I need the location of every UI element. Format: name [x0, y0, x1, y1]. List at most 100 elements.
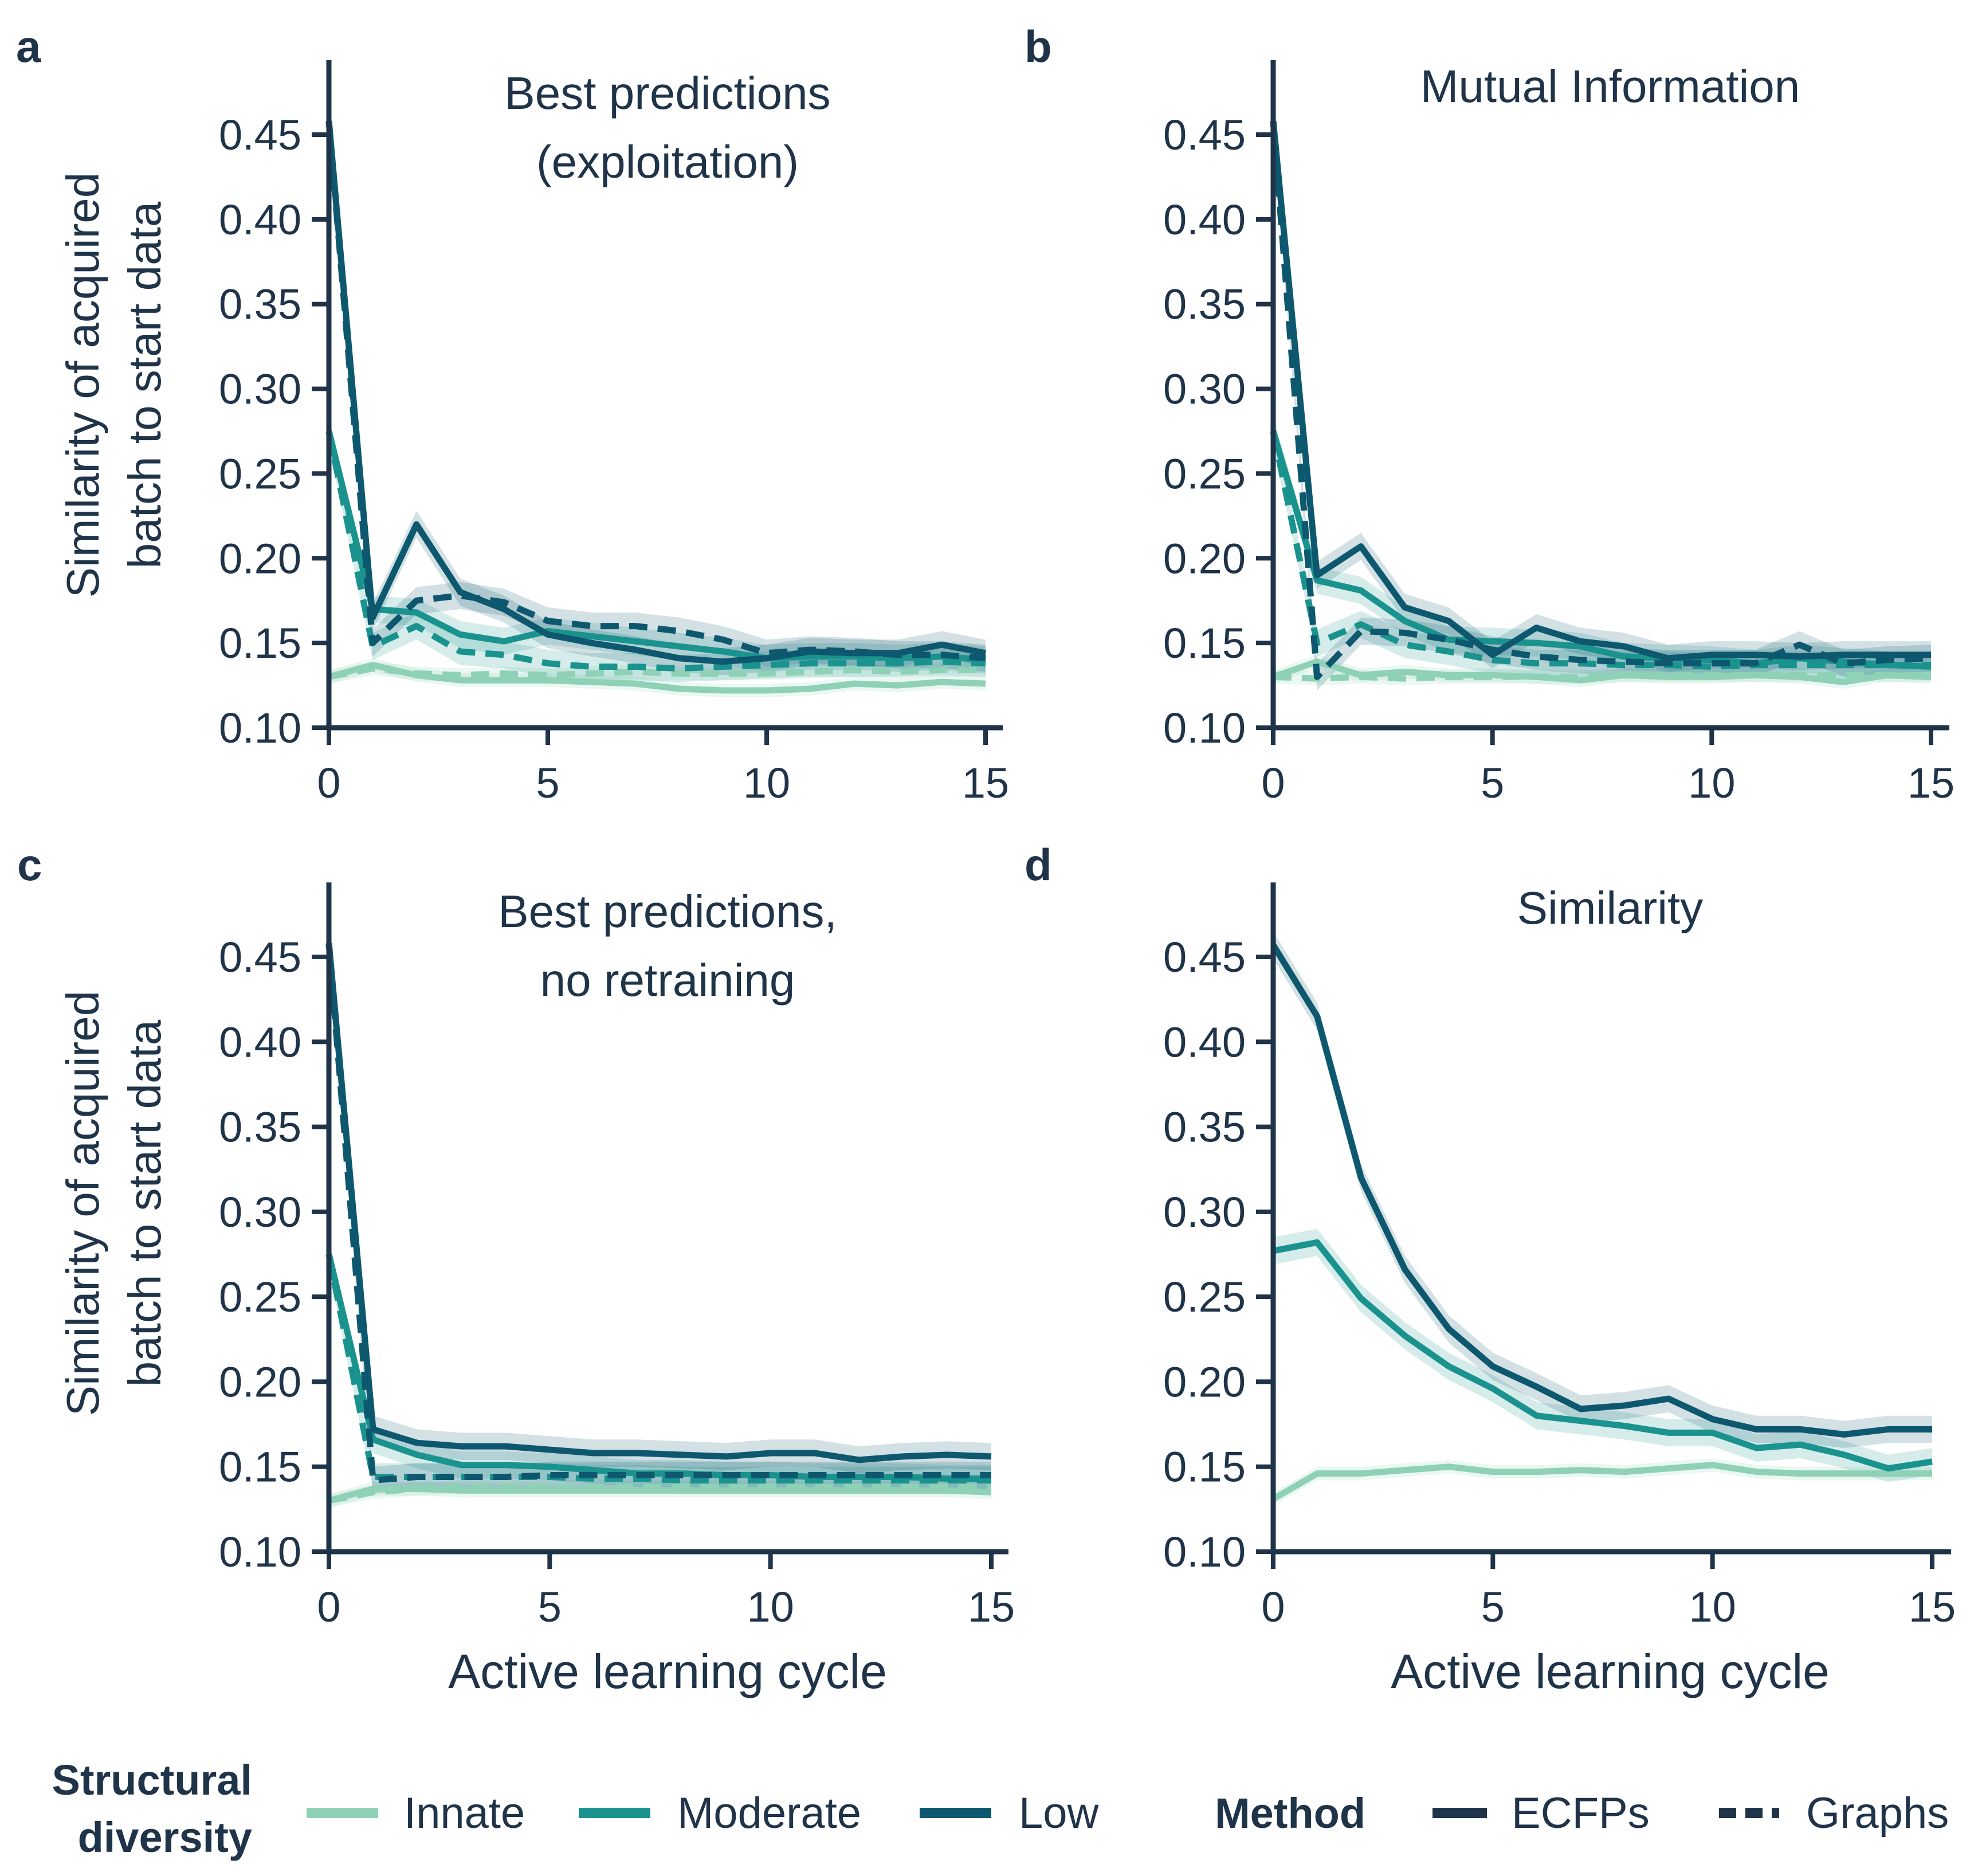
panel-a-xtick-label-0: 0 — [317, 759, 340, 807]
panel-b-plot: 0.10 0.15 0.20 0.25 0.30 0.35 0.40 0.45 0 5 10 15 — [1163, 60, 1954, 807]
legend-label-ecfps: ECFPs — [1512, 1789, 1650, 1838]
panel-d-ytick-label-6: 0.40 — [1163, 1018, 1246, 1066]
panel-a-band-low-graphs — [329, 107, 986, 672]
panel-c-xtick-label-2: 10 — [747, 1583, 794, 1631]
panel-b-title-line-1: Mutual Information — [1420, 61, 1800, 112]
panel-c-title-line-1: Best predictions, — [498, 886, 837, 937]
panel-c-xtick-label-1: 5 — [538, 1583, 562, 1631]
panel-a-line-innate-ecfps — [328, 662, 986, 694]
panel-a-ytick-label-6: 0.40 — [219, 196, 301, 244]
panel-d-band-low-ecfps — [1273, 931, 1932, 1449]
panel-d-line-moderate-ecfps — [1272, 1239, 1933, 1472]
panel-c-ytick-label-0: 0.10 — [219, 1528, 301, 1576]
panel-c-ytick-label-6: 0.40 — [219, 1018, 301, 1066]
panel-a-xtick-label-3: 15 — [962, 759, 1009, 807]
panel-c-xtick-label-0: 0 — [317, 1583, 340, 1631]
panel-a-line-moderate-ecfps — [325, 430, 986, 664]
panel-a-ytick-label-7: 0.45 — [219, 111, 301, 159]
panel-c-ytick-label-3: 0.25 — [219, 1273, 301, 1321]
panel-b-line-moderate-ecfps — [1270, 430, 1932, 670]
panel-c-ytick-label-1: 0.15 — [219, 1443, 301, 1491]
panel-c-ytick-label-4: 0.30 — [219, 1188, 301, 1236]
panel-b-line-innate-ecfps — [1272, 658, 1932, 685]
panel-d-ytick-label-7: 0.45 — [1163, 933, 1246, 981]
panel-d-line-innate-ecfps — [1271, 1462, 1932, 1502]
panel-c-ylabel-line-1: Similarity of acquired — [57, 991, 108, 1416]
panel-b-ytick-label-7: 0.45 — [1163, 111, 1246, 159]
panel-b-line-low-ecfps — [1270, 120, 1931, 662]
panel-a-ytick-label-3: 0.25 — [219, 450, 301, 497]
panel-b: b Mutual Information 0.10 0.15 0.20 0.25 0.3… — [1025, 21, 1954, 807]
panel-d-xtick-label-2: 10 — [1689, 1583, 1736, 1631]
panel-c-xlabel: Active learning cycle — [448, 1645, 887, 1698]
panel-c-ytick-label-5: 0.35 — [219, 1104, 301, 1151]
panel-c-ytick-label-2: 0.20 — [219, 1358, 301, 1406]
panel-c-band-low-ecfps — [329, 929, 991, 1474]
panel-b-band-innate-ecfps — [1273, 654, 1931, 689]
panel-d-xtick-label-0: 0 — [1261, 1583, 1285, 1631]
panel-c-ylabel-line-2: batch to start data — [119, 1019, 170, 1387]
legend: Structural diversity Innate Moderate Low… — [52, 1756, 1949, 1861]
panel-b-xtick-label-3: 15 — [1908, 759, 1954, 807]
panel-a: a Best predictions (exploitation) Simila… — [16, 21, 1009, 807]
panel-a-ytick-label-0: 0.10 — [219, 704, 301, 752]
panel-d-line-low-ecfps — [1270, 943, 1932, 1438]
panel-d-title-line-1: Similarity — [1517, 882, 1703, 933]
panel-d-ytick-label-5: 0.35 — [1163, 1104, 1246, 1151]
panel-c-band-moderate-ecfps — [329, 1241, 991, 1493]
panel-c-ytick-label-7: 0.45 — [219, 933, 301, 981]
panel-label-c: c — [17, 839, 42, 890]
panel-a-ytick-label-5: 0.35 — [219, 281, 301, 328]
panel-b-xtick-label-0: 0 — [1261, 759, 1285, 807]
legend-method-title: Method — [1215, 1789, 1365, 1837]
panel-d: d Similarity Active learning cycle 0.100… — [1025, 839, 1956, 1698]
panel-c: c Best predictions, no retraining Simila… — [17, 839, 1015, 1698]
legend-diversity-title-line-2: diversity — [78, 1814, 252, 1861]
panel-b-ytick-label-2: 0.20 — [1163, 535, 1246, 582]
panel-a-line-low-ecfps — [325, 120, 987, 665]
panel-d-band-moderate-ecfps — [1273, 1229, 1932, 1482]
panel-a-title-line-2: (exploitation) — [536, 136, 799, 187]
panel-c-xtick-label-3: 15 — [968, 1583, 1015, 1631]
panel-label-a: a — [16, 21, 41, 72]
panel-c-line-innate-graphs — [328, 1483, 991, 1504]
panel-a-line-moderate-graphs — [325, 430, 986, 672]
panel-b-xtick-label-1: 5 — [1481, 759, 1504, 807]
panel-b-ytick-label-1: 0.15 — [1163, 619, 1246, 667]
panel-a-xtick-label-2: 10 — [743, 759, 790, 807]
panel-d-ytick-label-3: 0.25 — [1163, 1273, 1246, 1321]
panel-b-ytick-label-0: 0.10 — [1163, 704, 1246, 752]
panel-c-plot: 0.10 0.15 0.20 0.25 0.30 0.35 0.40 0.45 0 5 10 15 — [219, 882, 1015, 1631]
panel-a-ylabel-line-2: batch to start data — [119, 201, 170, 568]
panel-label-d: d — [1025, 839, 1052, 890]
panel-b-xtick-label-2: 10 — [1688, 759, 1735, 807]
legend-label-low: Low — [1019, 1789, 1100, 1838]
panel-c-line-low-ecfps — [325, 943, 992, 1463]
panel-a-line-low-graphs — [325, 120, 986, 662]
legend-label-innate: Innate — [404, 1789, 525, 1838]
panel-c-line-low-graphs — [325, 943, 991, 1483]
panel-d-ytick-label-2: 0.20 — [1163, 1358, 1246, 1406]
panel-c-line-innate-ecfps — [328, 1485, 992, 1504]
panel-d-ytick-label-0: 0.10 — [1163, 1528, 1246, 1576]
panel-d-ytick-label-4: 0.30 — [1163, 1188, 1246, 1236]
panel-b-ytick-label-5: 0.35 — [1163, 281, 1246, 328]
panel-d-plot: 0.10 0.15 0.20 0.25 0.30 0.35 0.40 0.45 0 5 10 15 — [1163, 882, 1956, 1631]
panel-d-ytick-label-1: 0.15 — [1163, 1443, 1246, 1491]
panel-label-b: b — [1025, 21, 1052, 72]
panel-d-xtick-label-1: 5 — [1481, 1583, 1505, 1631]
legend-diversity-title-line-1: Structural — [52, 1756, 252, 1804]
panel-d-xtick-label-3: 15 — [1909, 1583, 1956, 1631]
panel-a-plot: 0.10 0.15 0.20 0.25 0.30 0.35 0.40 0.45 0 5 10 15 — [219, 60, 1009, 807]
panel-a-ylabel-line-1: Similarity of acquired — [57, 172, 108, 598]
panel-a-title-line-1: Best predictions — [504, 68, 830, 119]
panel-c-band-low-graphs — [329, 929, 991, 1494]
panel-a-line-innate-graphs — [328, 665, 986, 680]
panel-c-band-moderate-graphs — [329, 1241, 991, 1494]
panel-b-ytick-label-6: 0.40 — [1163, 196, 1246, 244]
panel-a-ytick-label-1: 0.15 — [219, 619, 301, 667]
panel-a-xtick-label-1: 5 — [536, 759, 559, 807]
panel-b-ytick-label-3: 0.25 — [1163, 450, 1246, 497]
panel-a-ytick-label-2: 0.20 — [219, 535, 301, 582]
